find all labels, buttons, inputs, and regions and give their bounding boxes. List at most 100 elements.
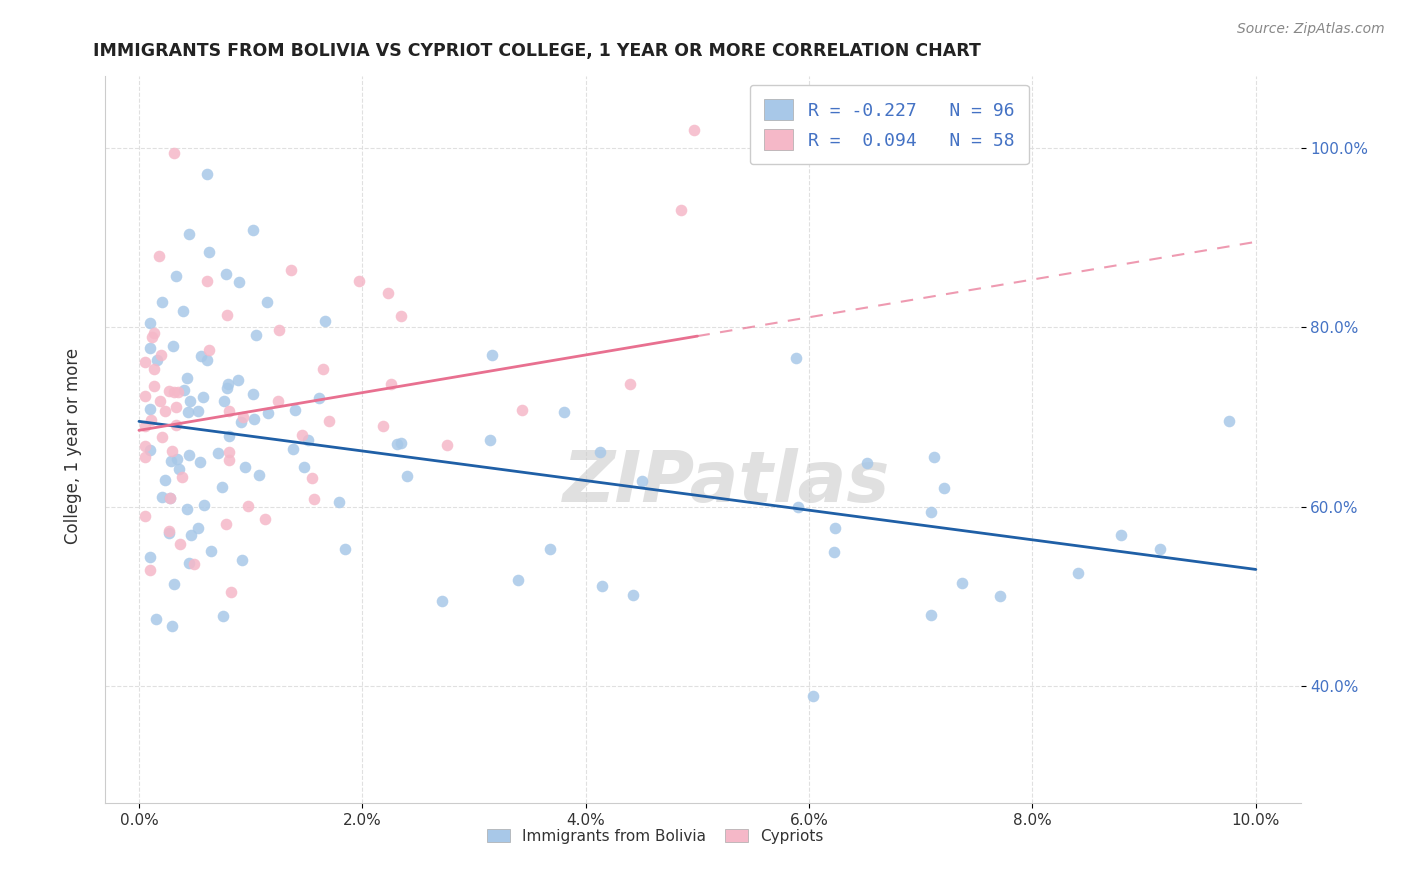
Point [291, 428, 314, 442]
Point [243, 412, 266, 426]
Point [159, 491, 181, 505]
Point [226, 372, 249, 386]
Point [198, 245, 221, 260]
Point [236, 499, 259, 513]
Point [173, 383, 195, 397]
Point [145, 612, 167, 626]
Point [150, 430, 173, 444]
Point [134, 439, 156, 453]
Point [166, 452, 188, 467]
Point [1067, 566, 1090, 580]
Point [1218, 413, 1240, 427]
Point [139, 442, 162, 457]
Point [247, 467, 270, 482]
Point [160, 444, 183, 458]
Point [301, 471, 323, 485]
Point [218, 428, 240, 442]
Point [160, 453, 183, 467]
Point [139, 401, 162, 416]
Point [162, 618, 184, 632]
Point [215, 381, 238, 395]
Point [669, 202, 692, 217]
Point [177, 404, 200, 418]
Point [188, 455, 211, 469]
Point [207, 446, 229, 460]
Point [215, 267, 238, 281]
Point [235, 459, 257, 474]
Point [183, 557, 205, 571]
Point [218, 404, 240, 418]
Point [631, 474, 654, 488]
Point [621, 588, 644, 602]
Point [159, 491, 181, 505]
Point [510, 403, 533, 417]
Point [148, 249, 170, 263]
Point [215, 308, 238, 322]
Point [176, 371, 198, 385]
Text: ZIPatlas: ZIPatlas [564, 449, 890, 517]
Point [920, 608, 942, 623]
Point [1149, 541, 1171, 556]
Point [297, 434, 319, 448]
Point [232, 410, 254, 425]
Point [163, 385, 186, 400]
Point [824, 521, 846, 535]
Point [231, 553, 253, 567]
Point [172, 470, 194, 484]
Point [245, 328, 267, 343]
Point [217, 376, 239, 391]
Point [167, 462, 190, 476]
Point [162, 146, 184, 161]
Point [856, 456, 879, 470]
Point [787, 500, 810, 514]
Point [683, 122, 706, 136]
Point [371, 418, 394, 433]
Point [172, 304, 194, 318]
Point [333, 542, 356, 557]
Point [218, 453, 240, 467]
Point [1109, 528, 1132, 542]
Point [134, 508, 156, 523]
Point [143, 326, 166, 340]
Point [143, 361, 166, 376]
Point [134, 418, 156, 433]
Point [538, 541, 561, 556]
Point [179, 557, 201, 571]
Point [198, 343, 221, 357]
Point [195, 353, 218, 368]
Point [157, 384, 180, 399]
Point [134, 389, 156, 403]
Point [139, 550, 162, 565]
Point [211, 479, 233, 493]
Point [479, 433, 502, 447]
Text: College, 1 year or more: College, 1 year or more [65, 348, 82, 544]
Point [139, 316, 162, 330]
Point [139, 413, 162, 427]
Point [214, 517, 236, 532]
Point [481, 348, 503, 362]
Point [166, 269, 188, 284]
Point [139, 563, 162, 577]
Point [177, 448, 200, 462]
Point [430, 594, 453, 608]
Point [139, 341, 162, 355]
Point [308, 392, 330, 406]
Point [163, 577, 186, 591]
Point [256, 295, 278, 310]
Legend: Immigrants from Bolivia, Cypriots: Immigrants from Bolivia, Cypriots [481, 822, 830, 850]
Point [920, 506, 942, 520]
Point [162, 339, 184, 353]
Point [280, 262, 302, 277]
Point [377, 286, 399, 301]
Point [506, 573, 529, 587]
Point [177, 227, 200, 242]
Point [165, 400, 187, 414]
Point [146, 353, 169, 368]
Point [169, 537, 191, 551]
Point [219, 585, 242, 599]
Point [212, 609, 235, 624]
Point [191, 390, 214, 404]
Point [176, 502, 198, 516]
Point [150, 490, 173, 504]
Point [143, 379, 166, 393]
